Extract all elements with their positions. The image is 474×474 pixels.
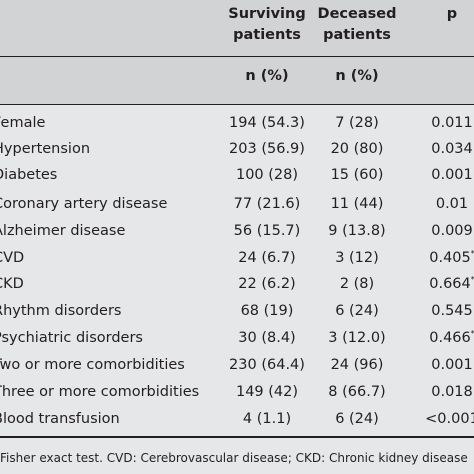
- p-value: 0.018: [406, 379, 474, 405]
- deceased-header: Deceased patients: [308, 4, 406, 46]
- p-value: 0.011: [406, 110, 474, 136]
- p-value: 0.466*: [406, 325, 474, 351]
- surviving-value: 22 (6.2): [238, 276, 296, 292]
- row-label: Psychiatric disorders: [0, 330, 143, 346]
- deceased-value: 6 (24): [335, 303, 379, 319]
- surviving-header: Surviving patients: [226, 4, 308, 46]
- row-label: Rhythm disorders: [0, 303, 122, 319]
- p-number: 0.034: [431, 141, 473, 157]
- row-label: Two or more comorbidities: [0, 357, 185, 373]
- surviving-value: 56 (15.7): [233, 223, 301, 239]
- deceased-value: 8 (66.7): [328, 384, 386, 400]
- p-value: 0.034: [406, 136, 474, 162]
- surviving-value: 24 (6.7): [238, 250, 296, 266]
- p-value: 0.001: [406, 352, 474, 378]
- deceased-value: 7 (28): [335, 115, 379, 131]
- table-row: Psychiatric disorders 30 (8.4) 3 (12.0) …: [0, 325, 474, 351]
- p-value: 0.01: [406, 191, 474, 217]
- p-number: 0.405: [429, 250, 471, 266]
- deceased-header-line2: patients: [323, 27, 391, 43]
- row-label: Three or more comorbidities: [0, 384, 200, 400]
- p-number: 0.001: [431, 167, 473, 183]
- row-label: Alzheimer disease: [0, 223, 126, 239]
- p-header: p: [406, 4, 474, 25]
- table-row: CVD 24 (6.7) 3 (12) 0.405*: [0, 245, 474, 271]
- table-row: Three or more comorbidities 149 (42) 8 (…: [0, 379, 474, 405]
- surviving-value: 100 (28): [235, 167, 299, 183]
- deceased-value: 24 (96): [330, 357, 384, 373]
- header-bottom-rule: [0, 104, 474, 105]
- table-footnote: *Fisher exact test. CVD: Cerebrovascular…: [0, 451, 468, 465]
- table-row: Coronary artery disease 77 (21.6) 11 (44…: [0, 191, 474, 217]
- p-header-label: p: [446, 6, 458, 22]
- p-number: 0.664: [429, 276, 471, 292]
- row-label: Diabetes: [0, 167, 58, 183]
- row-label: CKD: [0, 276, 24, 292]
- p-value: <0.001: [406, 406, 474, 432]
- table-bottom-rule: [0, 436, 474, 438]
- fisher-mark: *: [471, 275, 474, 284]
- p-value: 0.405*: [406, 245, 474, 271]
- table-row: Rhythm disorders 68 (19) 6 (24) 0.545: [0, 298, 474, 324]
- p-value: 0.664*: [406, 271, 474, 297]
- deceased-value: 2 (8): [339, 276, 375, 292]
- surviving-header-line2: patients: [233, 27, 301, 43]
- surviving-value: 4 (1.1): [242, 411, 292, 427]
- p-value: 0.545: [406, 298, 474, 324]
- surviving-value: 230 (64.4): [229, 357, 305, 373]
- row-label: CVD: [0, 250, 25, 266]
- deceased-value: 9 (13.8): [328, 223, 386, 239]
- deceased-value: 3 (12.0): [328, 330, 386, 346]
- p-number: 0.018: [431, 384, 473, 400]
- deceased-value: 6 (24): [335, 411, 379, 427]
- deceased-unit: n (%): [335, 68, 379, 84]
- row-label: Coronary artery disease: [0, 196, 168, 212]
- deceased-value: 15 (60): [330, 167, 384, 183]
- surviving-value: 30 (8.4): [238, 330, 296, 346]
- p-number: 0.545: [431, 303, 473, 319]
- deceased-value: 3 (12): [335, 250, 379, 266]
- fisher-mark: *: [471, 249, 474, 258]
- surviving-unit: n (%): [245, 68, 289, 84]
- table-row: Two or more comorbidities 230 (64.4) 24 …: [0, 352, 474, 378]
- row-label: Female: [0, 115, 46, 131]
- deceased-value: 20 (80): [330, 141, 384, 157]
- table-row: Blood transfusion 4 (1.1) 6 (24) <0.001: [0, 406, 474, 432]
- table-row: CKD 22 (6.2) 2 (8) 0.664*: [0, 271, 474, 297]
- p-value: 0.001: [406, 162, 474, 188]
- deceased-value: 11 (44): [330, 196, 384, 212]
- p-number: 0.01: [435, 196, 469, 212]
- row-label: Blood transfusion: [0, 411, 120, 427]
- surviving-value: 203 (56.9): [229, 141, 305, 157]
- surviving-value: 68 (19): [240, 303, 294, 319]
- table-row: Diabetes 100 (28) 15 (60) 0.001: [0, 162, 474, 188]
- surviving-header-line1: Surviving: [228, 6, 306, 22]
- p-number: 0.009: [431, 223, 473, 239]
- table-row: Hypertension 203 (56.9) 20 (80) 0.034: [0, 136, 474, 162]
- deceased-header-line1: Deceased: [317, 6, 397, 22]
- p-value: 0.009: [406, 218, 474, 244]
- fisher-mark: *: [471, 329, 474, 338]
- table-row: Female 194 (54.3) 7 (28) 0.011: [0, 110, 474, 136]
- surviving-value: 77 (21.6): [233, 196, 301, 212]
- p-number: 0.001: [431, 357, 473, 373]
- row-label: Hypertension: [0, 141, 91, 157]
- p-number: 0.011: [431, 115, 473, 131]
- p-number: 0.466: [429, 330, 471, 346]
- table-header: [0, 0, 474, 104]
- surviving-value: 149 (42): [235, 384, 299, 400]
- p-number: <0.001: [425, 411, 474, 427]
- table-row: Alzheimer disease 56 (15.7) 9 (13.8) 0.0…: [0, 218, 474, 244]
- header-divider: [0, 56, 474, 57]
- surviving-value: 194 (54.3): [229, 115, 305, 131]
